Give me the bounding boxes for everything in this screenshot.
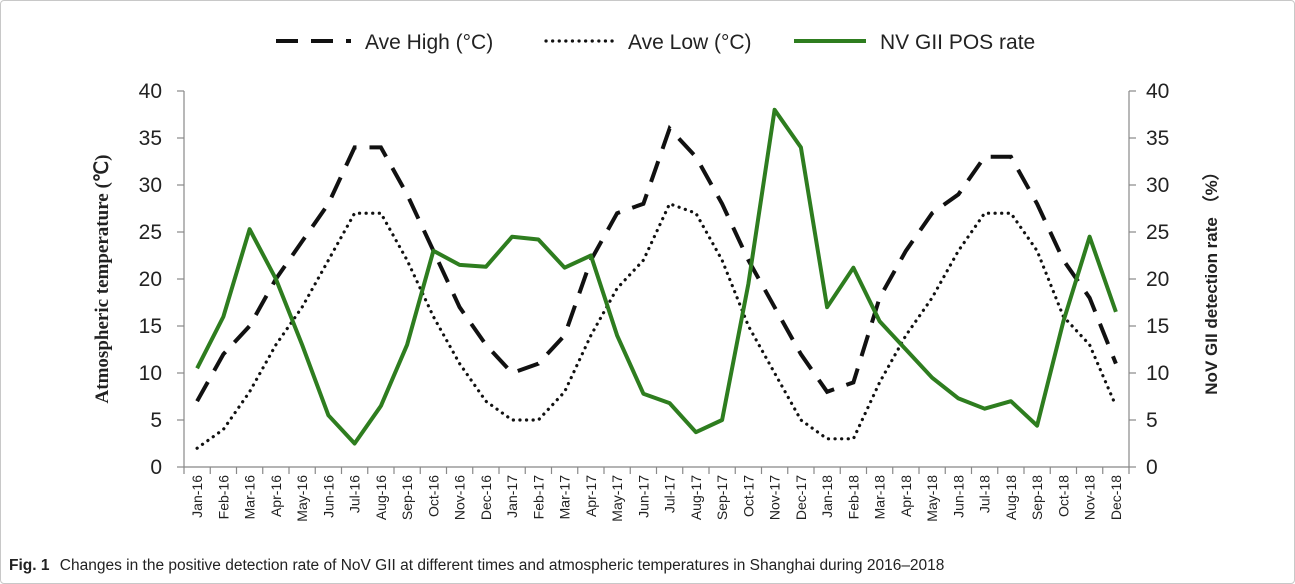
x-tick-label: May-18 (924, 475, 940, 522)
right-y-tick-label: 20 (1146, 268, 1169, 291)
right-y-tick-label: 30 (1146, 174, 1169, 197)
legend-label-2: Ave Low (°C) (628, 31, 752, 54)
x-tick-label: Mar-18 (872, 475, 888, 520)
series-line-1 (195, 124, 1118, 403)
x-tick-label: Aug-16 (373, 475, 389, 520)
figure-caption: Fig. 1 Changes in the positive detection… (9, 557, 944, 575)
left-y-axis-label: Atmospheric temperature (℃) (92, 155, 113, 404)
series-line-3 (195, 107, 1118, 446)
right-y-tick-label: 40 (1146, 80, 1169, 103)
x-tick-label: Nov-16 (452, 475, 468, 520)
right-y-tick-label: 35 (1146, 127, 1169, 150)
caption-text: Changes in the positive detection rate o… (59, 557, 945, 574)
x-tick-label: Apr-17 (583, 475, 599, 517)
x-tick-label: Apr-18 (898, 475, 914, 517)
right-y-tick-label: 15 (1146, 315, 1169, 338)
x-tick-label: Sep-16 (399, 475, 415, 520)
x-tick-label: Oct-16 (425, 475, 441, 517)
x-tick-label: Mar-16 (242, 475, 258, 520)
left-y-tick-label: 25 (139, 221, 162, 244)
left-y-tick-label: 30 (139, 174, 162, 197)
x-tick-label: Oct-18 (1055, 475, 1071, 517)
x-tick-label: Jan-18 (819, 475, 835, 518)
x-tick-label: Dec-17 (793, 475, 809, 520)
x-tick-label: Nov-17 (767, 475, 783, 520)
right-y-tick-label: 10 (1146, 362, 1169, 385)
x-tick-label: Sep-17 (714, 475, 730, 520)
x-tick-label: Nov-18 (1082, 475, 1098, 520)
left-y-tick-label: 35 (139, 127, 162, 150)
x-tick-label: Dec-16 (478, 475, 494, 520)
x-tick-label: Mar-17 (557, 475, 573, 520)
x-tick-label: May-17 (609, 475, 625, 522)
x-tick-label: Apr-16 (268, 475, 284, 517)
x-tick-label: Jul-18 (977, 475, 993, 513)
x-tick-label: Jul-16 (347, 475, 363, 513)
x-tick-label: Aug-18 (1003, 475, 1019, 520)
x-tick-label: Dec-18 (1108, 475, 1124, 520)
left-y-tick-label: 10 (139, 362, 162, 385)
x-tick-label: Oct-17 (740, 475, 756, 517)
x-tick-label: May-16 (294, 475, 310, 522)
left-y-tick-label: 40 (139, 80, 162, 103)
caption-label: Fig. 1 (9, 557, 50, 574)
x-tick-label: Jun-16 (320, 475, 336, 518)
left-y-tick-label: 20 (139, 268, 162, 291)
x-tick-label: Jan-17 (504, 475, 520, 518)
x-tick-label: Sep-18 (1029, 475, 1045, 520)
series-line-2 (195, 201, 1118, 450)
x-tick-label: Feb-17 (530, 475, 546, 520)
right-y-axis-label: NoV GII detection rate （%） (1201, 163, 1221, 394)
chart: 0 5 10 15 20 25 30 35 40 0 5 10 15 20 25 30 35 40 Jan-16 Fe… (92, 31, 1221, 522)
x-tick-label: Feb-18 (845, 475, 861, 520)
x-tick-label: Jun-17 (635, 475, 651, 518)
left-y-tick-label: 0 (150, 456, 162, 479)
legend-label-1: Ave High (°C) (365, 31, 493, 54)
right-y-tick-label: 0 (1146, 456, 1158, 479)
x-tick-label: Feb-16 (215, 475, 231, 520)
x-tick-label: Aug-17 (688, 475, 704, 520)
right-y-tick-label: 25 (1146, 221, 1169, 244)
x-tick-label: Jul-17 (662, 475, 678, 513)
left-y-tick-label: 15 (139, 315, 162, 338)
left-y-tick-label: 5 (150, 409, 162, 432)
right-y-tick-label: 5 (1146, 409, 1158, 432)
legend-label-3: NV GII POS rate (880, 31, 1035, 54)
x-tick-label: Jan-16 (189, 475, 205, 518)
x-tick-label: Jun-18 (950, 475, 966, 518)
